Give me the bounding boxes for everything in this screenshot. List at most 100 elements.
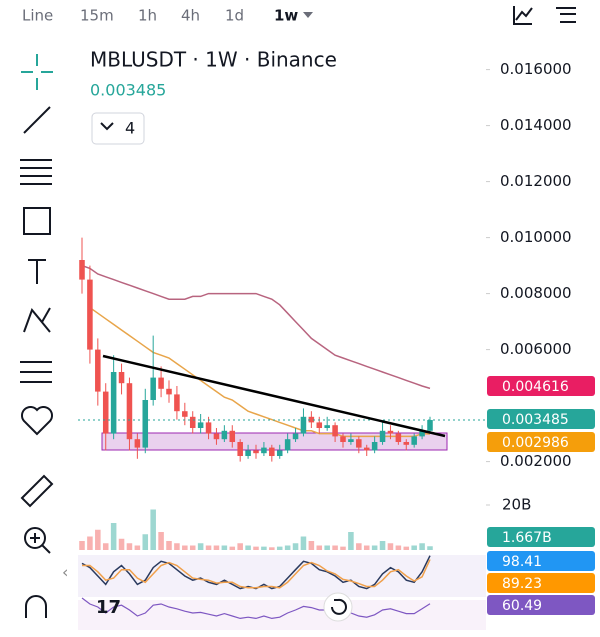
candle-body <box>276 450 283 456</box>
indicator-toggle[interactable] <box>91 112 145 145</box>
rsi-line <box>81 597 431 620</box>
zoom-tool-plus[interactable] <box>30 533 51 554</box>
candle-body <box>142 400 149 448</box>
rsi-badge: 60.49 <box>502 598 542 614</box>
last-price: 0.003485 <box>90 81 166 100</box>
zoom-tool[interactable] <box>24 527 46 549</box>
interval[interactable]: Line <box>22 7 53 25</box>
volume-bar <box>395 545 402 550</box>
volume-bar <box>102 543 109 550</box>
moving-average <box>81 264 431 390</box>
interval[interactable]: 15m <box>80 7 114 25</box>
fib-tool[interactable] <box>20 159 52 185</box>
candle-body <box>284 439 291 451</box>
interval-bar: Line 15m 1h 4h 1d 1w <box>22 6 576 25</box>
volume-bar <box>197 543 204 550</box>
volume-bar <box>269 547 275 550</box>
text-tool[interactable] <box>28 259 46 284</box>
rect-tool[interactable] <box>23 207 51 235</box>
candle-body <box>308 416 315 423</box>
prediction-tool[interactable] <box>20 361 52 383</box>
indicator-count: 4 <box>125 119 135 138</box>
volume-bar <box>205 545 212 550</box>
volume-bar <box>403 546 410 550</box>
ma-badge-bg <box>487 376 595 396</box>
volume-bar <box>387 543 394 550</box>
candle-body <box>253 450 259 454</box>
candle-body <box>269 447 275 456</box>
volume-bar <box>158 532 164 550</box>
candle-body <box>379 430 386 442</box>
volume-bar <box>284 545 291 550</box>
candle-body <box>427 420 433 431</box>
candle-body <box>174 394 180 412</box>
moving-average <box>89 306 431 438</box>
candle-body <box>110 372 117 434</box>
volume-bar <box>300 536 307 550</box>
candle-body <box>395 433 402 442</box>
volume-bar <box>427 546 433 550</box>
interval-active[interactable]: 1w <box>274 7 298 25</box>
volume-bar <box>371 545 378 550</box>
volume-bar <box>213 545 220 550</box>
reset-button[interactable] <box>323 592 353 622</box>
volume-bar <box>276 546 283 550</box>
candle-body <box>79 260 85 280</box>
trend-line <box>102 354 446 438</box>
candle-body <box>150 377 156 400</box>
interval[interactable]: 1h <box>138 7 157 25</box>
symbol-title: MBLUSDT · 1W · Binance <box>90 48 337 72</box>
dropdown-arrow[interactable] <box>303 12 313 18</box>
price-badge-bg <box>487 409 595 429</box>
candle-body <box>166 388 172 395</box>
volume-bar <box>340 546 346 550</box>
y-tick-label: 20B <box>502 496 531 514</box>
candle-body <box>316 422 323 428</box>
candle-body <box>221 430 228 440</box>
candle-body <box>324 425 330 428</box>
pattern-tool[interactable] <box>23 307 51 333</box>
scroll-left[interactable]: ‹ <box>62 563 68 582</box>
candle-body <box>205 422 212 434</box>
volume-bar <box>292 543 299 550</box>
measure-tool[interactable] <box>20 474 54 508</box>
tool-bar <box>20 54 54 618</box>
volume-bar <box>118 538 125 550</box>
candle-body <box>189 416 196 428</box>
crosshair-tool[interactable] <box>21 54 53 90</box>
volume-bar <box>245 545 251 550</box>
volume-bar <box>308 541 315 550</box>
volume-bar <box>411 545 417 550</box>
volume-bar <box>79 541 85 550</box>
volume-bar <box>189 545 196 550</box>
chevron <box>100 122 114 131</box>
interval[interactable]: 1d <box>225 7 244 25</box>
favorite-tool[interactable] <box>21 406 53 436</box>
volume-bar <box>229 546 236 550</box>
oscillator-band <box>78 555 486 597</box>
settings-icon[interactable] <box>556 7 576 23</box>
volume-bar <box>142 534 149 550</box>
candle-body <box>102 391 109 434</box>
candle-body <box>197 422 204 428</box>
stochastic-line <box>82 559 431 589</box>
reset-icon <box>331 598 347 615</box>
interval[interactable]: 4h <box>181 7 200 25</box>
magnet-tool[interactable] <box>25 595 47 618</box>
candle-body <box>387 430 394 434</box>
candle-body <box>356 439 362 448</box>
candle-body <box>261 447 267 454</box>
line-tool[interactable] <box>23 106 51 134</box>
indicators-icon[interactable] <box>513 6 533 25</box>
candle-body <box>411 436 417 445</box>
support-zone <box>101 432 448 451</box>
rsi-badge-bg <box>487 595 595 615</box>
ma-badge-bg <box>487 432 595 452</box>
volume-badge: 1.667B <box>502 530 552 546</box>
volume-bar <box>126 543 133 550</box>
volume-bar <box>150 509 156 550</box>
y-tick-label: 0.010000 <box>500 228 572 246</box>
y-tick-label: 0.012000 <box>500 172 572 190</box>
stoch-badge: 89.23 <box>502 576 542 592</box>
